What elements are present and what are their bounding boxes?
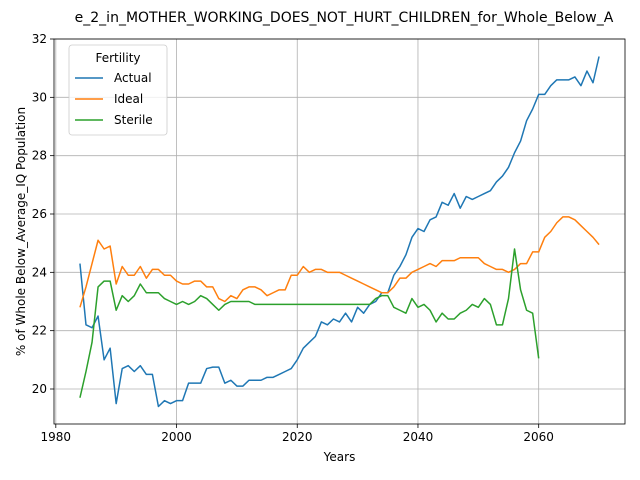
legend-label-actual: Actual [114, 71, 152, 85]
y-tick-label: 28 [32, 149, 47, 163]
y-tick-label: 22 [32, 324, 47, 338]
legend-box [68, 44, 168, 136]
x-tick-label: 1980 [41, 430, 72, 444]
chart-title: e_2_in_MOTHER_WORKING_DOES_NOT_HURT_CHIL… [75, 10, 614, 26]
x-tick-label: 2000 [161, 430, 192, 444]
legend: Fertility Actual Ideal Sterile [68, 44, 168, 136]
legend-label-ideal: Ideal [114, 92, 143, 106]
x-tick-label: 2040 [403, 430, 434, 444]
x-axis-label: Years [323, 450, 356, 464]
y-tick-label: 24 [32, 265, 47, 279]
x-axis: 1980 2000 2020 2040 2060 [41, 424, 554, 444]
y-tick-label: 32 [32, 32, 47, 46]
grid [54, 38, 625, 424]
series-line-actual [79, 56, 600, 408]
legend-title: Fertility [95, 51, 140, 65]
series-line-sterile [79, 248, 540, 398]
series-lines [79, 56, 600, 408]
x-tick-label: 2060 [523, 430, 554, 444]
x-tick-label: 2020 [282, 430, 313, 444]
y-axis: 20 22 24 26 28 30 32 [32, 32, 54, 396]
y-axis-label: % of Whole Below_Average_IQ Population [14, 107, 28, 356]
legend-label-sterile: Sterile [114, 113, 153, 127]
y-tick-label: 30 [32, 90, 47, 104]
y-tick-label: 20 [32, 382, 47, 396]
plot-frame [53, 38, 626, 425]
y-tick-label: 26 [32, 207, 47, 221]
legend-items: Actual Ideal Sterile [75, 71, 153, 127]
